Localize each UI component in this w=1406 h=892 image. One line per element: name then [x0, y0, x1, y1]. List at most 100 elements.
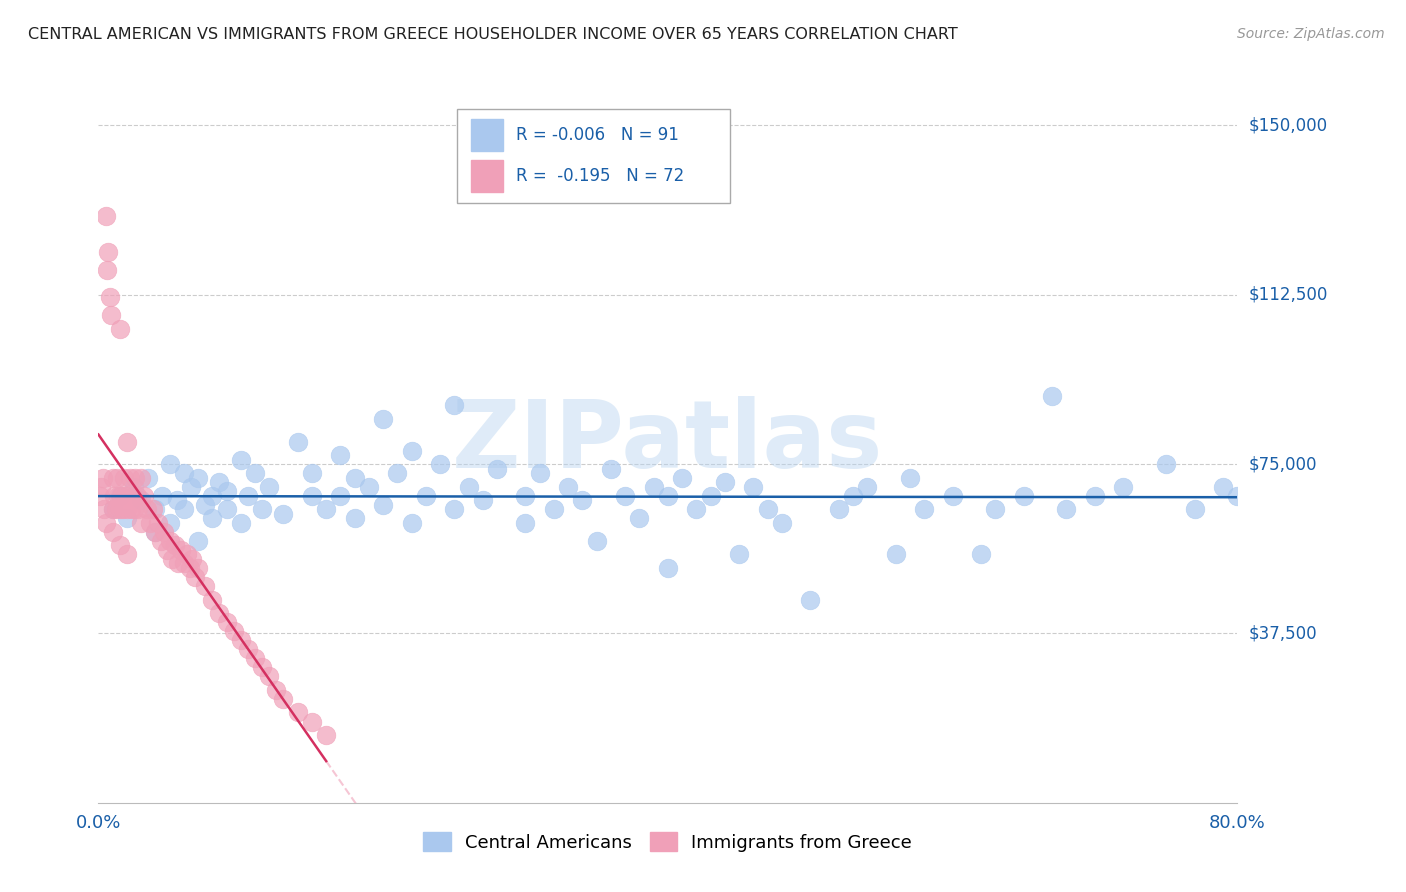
Point [108, 502, 131, 516]
Point [162, 552, 184, 566]
Point [273, 507, 295, 521]
Point [1212, 480, 1234, 494]
Point [108, 538, 131, 552]
Point [173, 502, 195, 516]
Point [115, 511, 138, 525]
Point [301, 489, 323, 503]
Point [250, 502, 273, 516]
Point [287, 434, 309, 449]
Point [115, 548, 138, 562]
Point [1084, 489, 1107, 503]
Point [1012, 489, 1035, 503]
Point [145, 502, 167, 516]
Point [543, 502, 565, 516]
Point [194, 498, 217, 512]
Point [94, 209, 117, 223]
Point [699, 489, 721, 503]
Point [159, 533, 181, 548]
Point [357, 480, 380, 494]
Point [111, 502, 134, 516]
Point [215, 502, 238, 516]
Point [125, 489, 148, 503]
Point [98, 290, 121, 304]
Point [912, 502, 935, 516]
Point [122, 480, 145, 494]
Point [148, 516, 170, 530]
Point [117, 489, 139, 503]
Point [173, 557, 195, 571]
Point [110, 489, 132, 503]
Point [150, 533, 173, 548]
Point [329, 448, 352, 462]
Point [176, 548, 198, 562]
Point [529, 466, 551, 480]
Point [301, 714, 323, 729]
Point [856, 480, 879, 494]
Point [101, 470, 124, 484]
Point [614, 489, 637, 503]
Point [187, 561, 209, 575]
Point [301, 466, 323, 480]
Point [585, 533, 607, 548]
Point [984, 502, 1007, 516]
Point [415, 489, 437, 503]
Point [315, 728, 337, 742]
Point [187, 470, 209, 484]
Point [115, 502, 138, 516]
Point [138, 516, 160, 530]
Point [153, 524, 176, 539]
Point [387, 466, 409, 480]
Legend: Central Americans, Immigrants from Greece: Central Americans, Immigrants from Greec… [416, 825, 920, 859]
Point [742, 480, 765, 494]
Point [208, 606, 231, 620]
Point [187, 533, 209, 548]
Point [628, 511, 651, 525]
Point [243, 651, 266, 665]
Point [229, 516, 252, 530]
Point [141, 502, 163, 516]
Point [208, 475, 231, 490]
Point [315, 502, 337, 516]
Point [132, 489, 155, 503]
Point [970, 548, 993, 562]
Point [156, 542, 179, 557]
Point [657, 489, 679, 503]
Point [167, 557, 190, 571]
Point [129, 516, 152, 530]
Point [429, 457, 451, 471]
Point [457, 480, 479, 494]
Text: Source: ZipAtlas.com: Source: ZipAtlas.com [1237, 27, 1385, 41]
Point [343, 511, 366, 525]
Point [121, 489, 143, 503]
Point [250, 660, 273, 674]
Text: $75,000: $75,000 [1249, 455, 1317, 473]
Point [557, 480, 579, 494]
Point [101, 502, 124, 516]
Point [229, 633, 252, 648]
Point [94, 516, 117, 530]
Point [201, 511, 224, 525]
Point [107, 489, 129, 503]
Point [97, 244, 120, 259]
Point [108, 489, 131, 503]
Point [236, 642, 259, 657]
Point [194, 579, 217, 593]
Point [104, 502, 127, 516]
Point [91, 470, 114, 484]
Point [259, 669, 281, 683]
Point [181, 552, 204, 566]
Text: R = -0.006   N = 91: R = -0.006 N = 91 [516, 126, 679, 144]
Point [259, 480, 281, 494]
Point [145, 524, 167, 539]
Point [101, 524, 124, 539]
Text: $150,000: $150,000 [1249, 117, 1327, 135]
Point [127, 502, 149, 516]
Point [343, 470, 366, 484]
Point [165, 538, 187, 552]
Point [89, 489, 111, 503]
Point [101, 502, 124, 516]
Point [115, 434, 138, 449]
Text: $37,500: $37,500 [1249, 624, 1317, 642]
Point [898, 470, 921, 484]
Point [471, 493, 494, 508]
